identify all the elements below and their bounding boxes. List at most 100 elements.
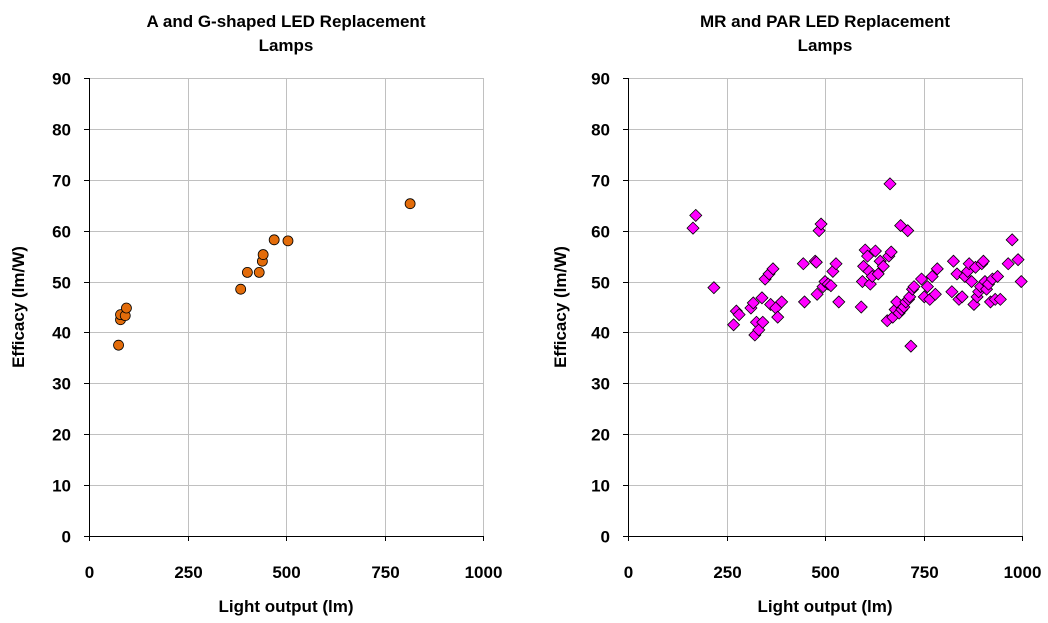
data-point	[756, 315, 770, 329]
data-point	[746, 296, 760, 310]
gridlines-right	[628, 78, 1023, 536]
y-tick-label: 50	[591, 274, 610, 293]
data-point	[727, 318, 741, 332]
y-tick-label: 70	[52, 172, 71, 191]
gridlines-left	[89, 78, 484, 536]
y-tick-label: 40	[52, 324, 71, 343]
x-tick-label: 500	[272, 563, 300, 582]
data-point	[766, 262, 780, 276]
y-tick-label: 20	[52, 426, 71, 445]
chart-left: 0 10 20 30 40 50 60 70 80 90 0 250 500 750 1000 A and…	[9, 12, 502, 616]
y-tick-label: 60	[591, 223, 610, 242]
data-point	[755, 291, 769, 305]
data-point	[257, 249, 269, 260]
data-point	[689, 208, 703, 222]
data-point	[686, 221, 700, 235]
data-point	[907, 280, 921, 294]
axes-left	[84, 78, 484, 541]
y-axis-title-left: Efficacy (lm/W)	[9, 246, 28, 368]
x-tick-label: 500	[811, 563, 839, 582]
chart-right: 0 10 20 30 40 50 60 70 80 90 0 250 500 750 1000 MR an…	[551, 12, 1041, 616]
data-point	[868, 244, 882, 258]
data-point	[796, 257, 810, 271]
data-point	[883, 177, 897, 191]
x-tick-labels-left: 0 250 500 750 1000	[85, 563, 503, 582]
data-point	[928, 287, 942, 301]
data-point	[904, 339, 918, 353]
y-tick-label: 40	[591, 324, 610, 343]
data-point	[925, 269, 939, 284]
data-point	[809, 255, 823, 269]
data-point	[946, 254, 961, 268]
data-point	[814, 217, 828, 231]
data-point	[121, 302, 132, 314]
data-point	[901, 224, 915, 238]
data-point	[797, 295, 812, 309]
x-tick-label: 250	[713, 563, 741, 582]
data-point	[1011, 253, 1025, 267]
y-tick-label: 70	[591, 172, 610, 191]
data-point	[707, 281, 721, 295]
y-tick-label: 10	[52, 477, 71, 496]
data-point	[241, 266, 253, 278]
y-axis-title-right: Efficacy (lm/W)	[551, 246, 570, 368]
data-point	[860, 249, 875, 263]
data-point	[268, 234, 280, 246]
y-tick-label: 0	[62, 528, 71, 547]
data-point	[235, 283, 247, 295]
y-tick-label: 90	[591, 70, 610, 89]
y-tick-label: 50	[52, 274, 71, 293]
data-point	[914, 272, 929, 286]
data-point	[771, 310, 785, 324]
x-tick-label: 1000	[1004, 563, 1042, 582]
x-tick-label: 1000	[465, 563, 503, 582]
data-point	[991, 269, 1005, 284]
data-point	[282, 235, 294, 247]
data-point	[775, 295, 789, 309]
data-point	[810, 287, 824, 301]
data-point	[965, 274, 979, 289]
y-tick-labels-left: 0 10 20 30 40 50 60 70 80 90	[52, 70, 71, 547]
data-point	[732, 308, 746, 322]
data-point	[824, 279, 838, 293]
x-tick-label: 0	[624, 563, 633, 582]
data-point	[113, 339, 124, 351]
data-point	[871, 267, 885, 281]
data-point	[832, 295, 846, 309]
x-axis-title-right: Light output (lm)	[757, 597, 892, 616]
y-tick-label: 10	[591, 477, 610, 496]
y-tick-label: 30	[591, 375, 610, 394]
x-tick-label: 750	[371, 563, 399, 582]
data-point	[876, 259, 890, 273]
x-tick-label: 250	[174, 563, 202, 582]
x-tick-label: 0	[85, 563, 94, 582]
data-point	[1014, 274, 1028, 289]
chart-title-line-1-right: MR and PAR LED Replacement	[700, 12, 950, 31]
y-tick-label: 90	[52, 70, 71, 89]
data-point	[976, 254, 990, 268]
data-point	[884, 245, 898, 259]
data-point	[993, 292, 1007, 306]
y-tick-labels-right: 0 10 20 30 40 50 60 70 80 90	[591, 70, 610, 547]
axes-right	[623, 78, 1023, 541]
y-tick-label: 60	[52, 223, 71, 242]
y-tick-label: 20	[591, 426, 610, 445]
data-points-right	[686, 177, 1028, 353]
data-point	[945, 285, 959, 299]
data-point	[404, 198, 416, 210]
y-tick-label: 80	[591, 121, 610, 140]
data-point	[920, 280, 935, 294]
y-tick-label: 0	[601, 528, 610, 547]
x-tick-labels-right: 0 250 500 750 1000	[624, 563, 1042, 582]
y-tick-label: 30	[52, 375, 71, 394]
chart-title-line-1-left: A and G-shaped LED Replacement	[147, 12, 426, 31]
x-tick-label: 750	[910, 563, 938, 582]
data-point	[1005, 233, 1019, 247]
data-points-left	[113, 198, 416, 351]
data-point	[829, 257, 843, 271]
data-point	[854, 300, 868, 314]
y-tick-label: 80	[52, 121, 71, 140]
chart-title-line-2-left: Lamps	[259, 36, 314, 55]
data-point	[930, 262, 944, 276]
